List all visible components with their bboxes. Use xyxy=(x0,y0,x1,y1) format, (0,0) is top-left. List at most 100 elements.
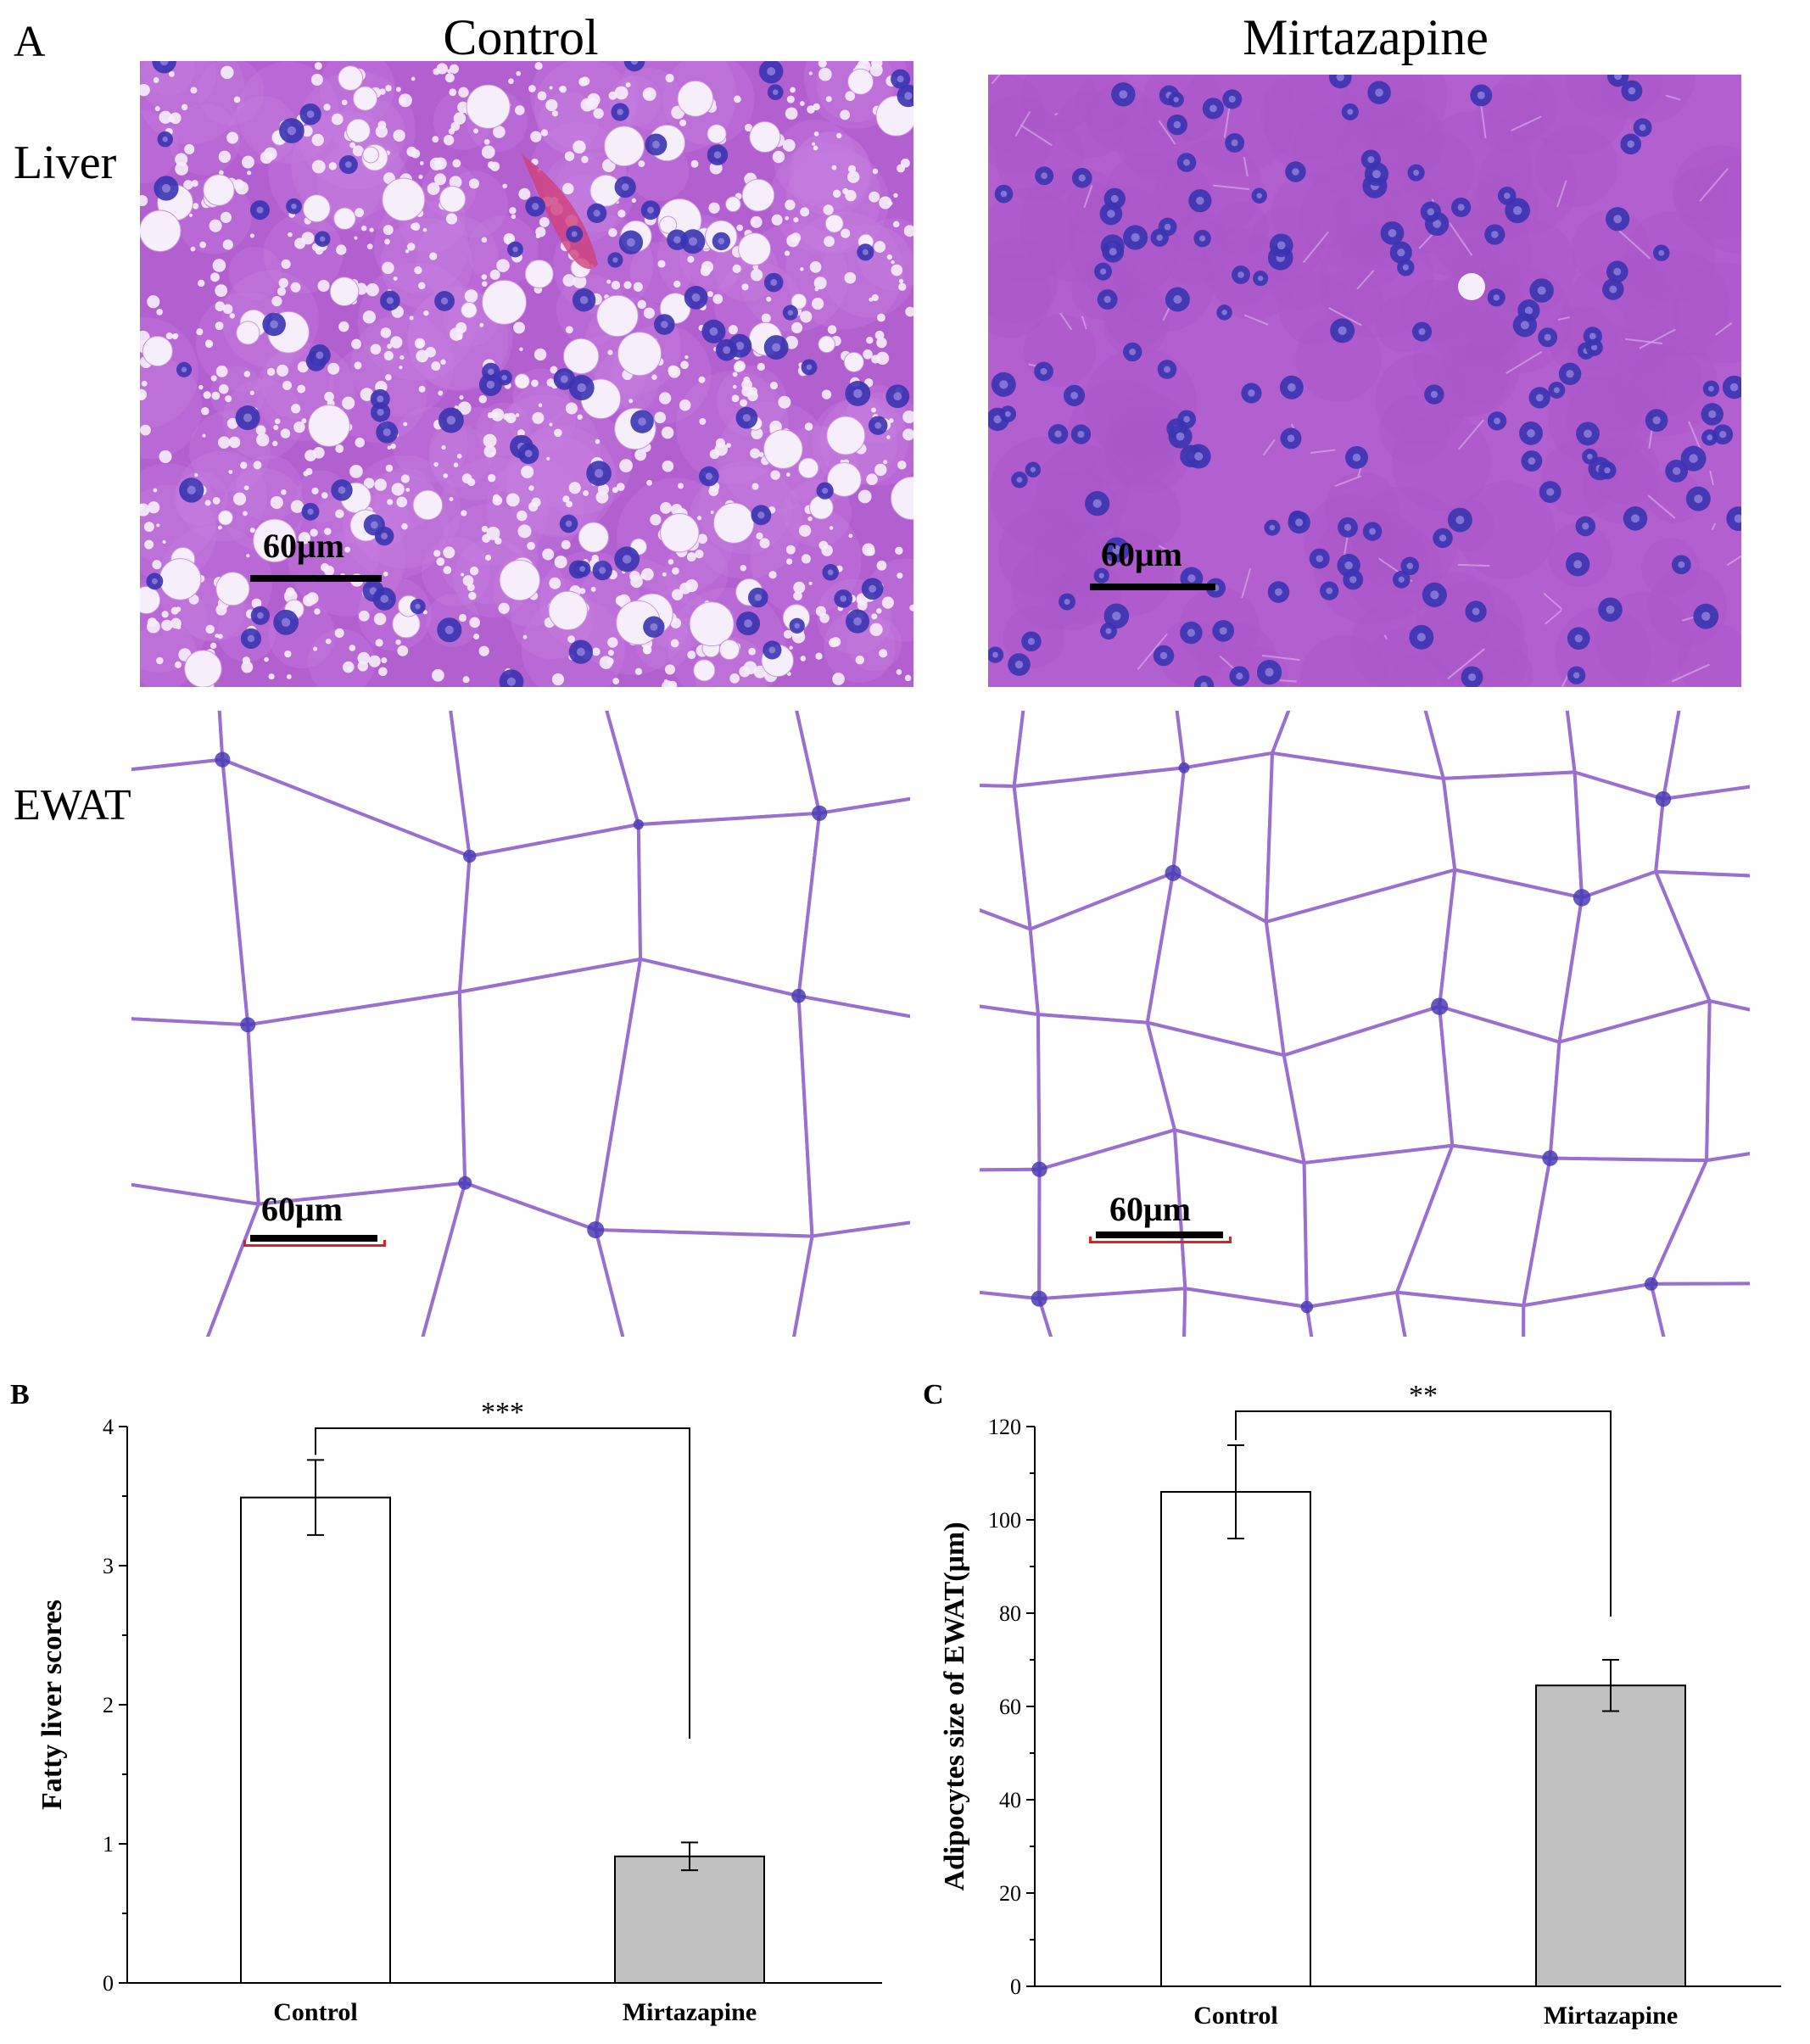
lipid-droplet xyxy=(429,252,438,260)
lipid-droplet xyxy=(290,282,301,293)
lipid-droplet xyxy=(210,375,217,382)
lipid-droplet xyxy=(876,608,882,614)
nucleolus xyxy=(806,364,813,371)
x-tick-label: Mirtazapine xyxy=(1544,2002,1678,2030)
cell-shading xyxy=(1113,98,1189,174)
lipid-droplet xyxy=(875,351,890,366)
lipid-droplet xyxy=(841,228,851,238)
lipid-droplet xyxy=(432,668,444,682)
lipid-droplet xyxy=(825,96,832,103)
adipocyte xyxy=(1394,1290,1526,1337)
nucleolus xyxy=(904,92,913,100)
lipid-droplet xyxy=(369,227,374,232)
nucleolus xyxy=(1628,87,1636,95)
lipid-droplet xyxy=(893,193,898,198)
adipocyte-nucleus xyxy=(1573,889,1591,907)
lipid-droplet xyxy=(321,492,328,499)
cell-shading xyxy=(1103,292,1169,357)
lipid-droplet xyxy=(531,497,541,507)
lipid-droplet xyxy=(175,661,182,668)
cell-shading xyxy=(988,254,1052,338)
nucleolus xyxy=(718,237,725,245)
lipid-droplet xyxy=(496,259,510,272)
cell-shading xyxy=(1474,83,1544,152)
lipid-droplet xyxy=(650,514,662,526)
lipid-droplet xyxy=(427,182,440,195)
lipid-droplet xyxy=(521,465,534,478)
lipid-droplet xyxy=(301,418,307,424)
lipid-droplet xyxy=(140,209,182,252)
nucleolus xyxy=(1183,159,1190,166)
nucleolus xyxy=(1673,466,1681,476)
nucleolus xyxy=(1430,390,1439,399)
lipid-droplet xyxy=(306,592,319,605)
lipid-droplet xyxy=(646,479,652,486)
lipid-droplet xyxy=(902,410,913,424)
cell-shading xyxy=(1108,477,1182,550)
lipid-droplet xyxy=(320,562,330,572)
lipid-droplet xyxy=(212,497,221,505)
lipid-droplet xyxy=(298,532,311,545)
lipid-droplet xyxy=(360,388,374,401)
lipid-droplet xyxy=(483,444,497,458)
nucleolus xyxy=(1491,231,1499,238)
nucleolus xyxy=(1070,391,1078,399)
lipid-droplet xyxy=(542,548,555,561)
cell-shading xyxy=(834,392,913,486)
lipid-droplet xyxy=(869,64,883,77)
lipid-droplet xyxy=(218,150,232,164)
lipid-droplet xyxy=(453,462,459,467)
lipid-droplet xyxy=(387,343,393,349)
lipid-droplet xyxy=(449,88,457,97)
adipocyte xyxy=(131,1182,260,1337)
lipid-droplet xyxy=(531,379,539,388)
adipocyte xyxy=(792,1220,910,1337)
nucleolus xyxy=(1156,234,1163,241)
lipid-droplet xyxy=(215,284,228,298)
lipid-droplet xyxy=(211,391,221,400)
lipid-droplet xyxy=(665,74,674,83)
lipid-droplet xyxy=(366,283,379,297)
sinusoid xyxy=(1243,157,1249,177)
nucleolus xyxy=(770,279,778,286)
lipid-droplet xyxy=(354,361,362,370)
cell-shading xyxy=(1103,282,1170,349)
lipid-droplet xyxy=(212,259,226,272)
nucleolus xyxy=(1493,294,1500,301)
nucleolus xyxy=(1433,219,1442,228)
lipid-droplet xyxy=(183,180,193,190)
nucleolus xyxy=(1231,139,1238,147)
lipid-droplet xyxy=(778,395,791,409)
lipid-droplet xyxy=(743,377,751,384)
nucleolus xyxy=(256,612,264,619)
sinusoid xyxy=(1356,270,1375,290)
lipid-droplet xyxy=(204,339,214,349)
nucleolus xyxy=(1000,190,1008,198)
nucleolus xyxy=(1504,193,1511,199)
nucleolus xyxy=(577,383,586,393)
lipid-droplet xyxy=(483,138,490,145)
lipid-droplet xyxy=(291,404,301,414)
lipid-droplet xyxy=(750,215,763,228)
nucleolus xyxy=(757,511,765,519)
lipid-droplet xyxy=(599,656,613,669)
lipid-droplet xyxy=(215,572,250,606)
sinusoid xyxy=(1028,363,1038,367)
nucleolus xyxy=(1236,673,1243,680)
lipid-droplet xyxy=(217,525,222,530)
lipid-droplet xyxy=(663,679,668,684)
lipid-droplet xyxy=(418,175,423,180)
cell-shading xyxy=(176,450,267,542)
lipid-droplet xyxy=(459,395,464,400)
cell-shading xyxy=(1260,75,1356,161)
cell-shading xyxy=(1335,164,1441,270)
lipid-droplet xyxy=(171,333,178,340)
sinusoid xyxy=(1447,648,1485,679)
nucleolus xyxy=(1287,434,1295,443)
lipid-droplet xyxy=(184,650,222,687)
lipid-droplet xyxy=(699,417,707,425)
cell-shading xyxy=(1433,609,1528,687)
lipid-droplet xyxy=(302,194,331,223)
nucleolus xyxy=(1099,268,1107,275)
lipid-droplet xyxy=(623,281,632,289)
